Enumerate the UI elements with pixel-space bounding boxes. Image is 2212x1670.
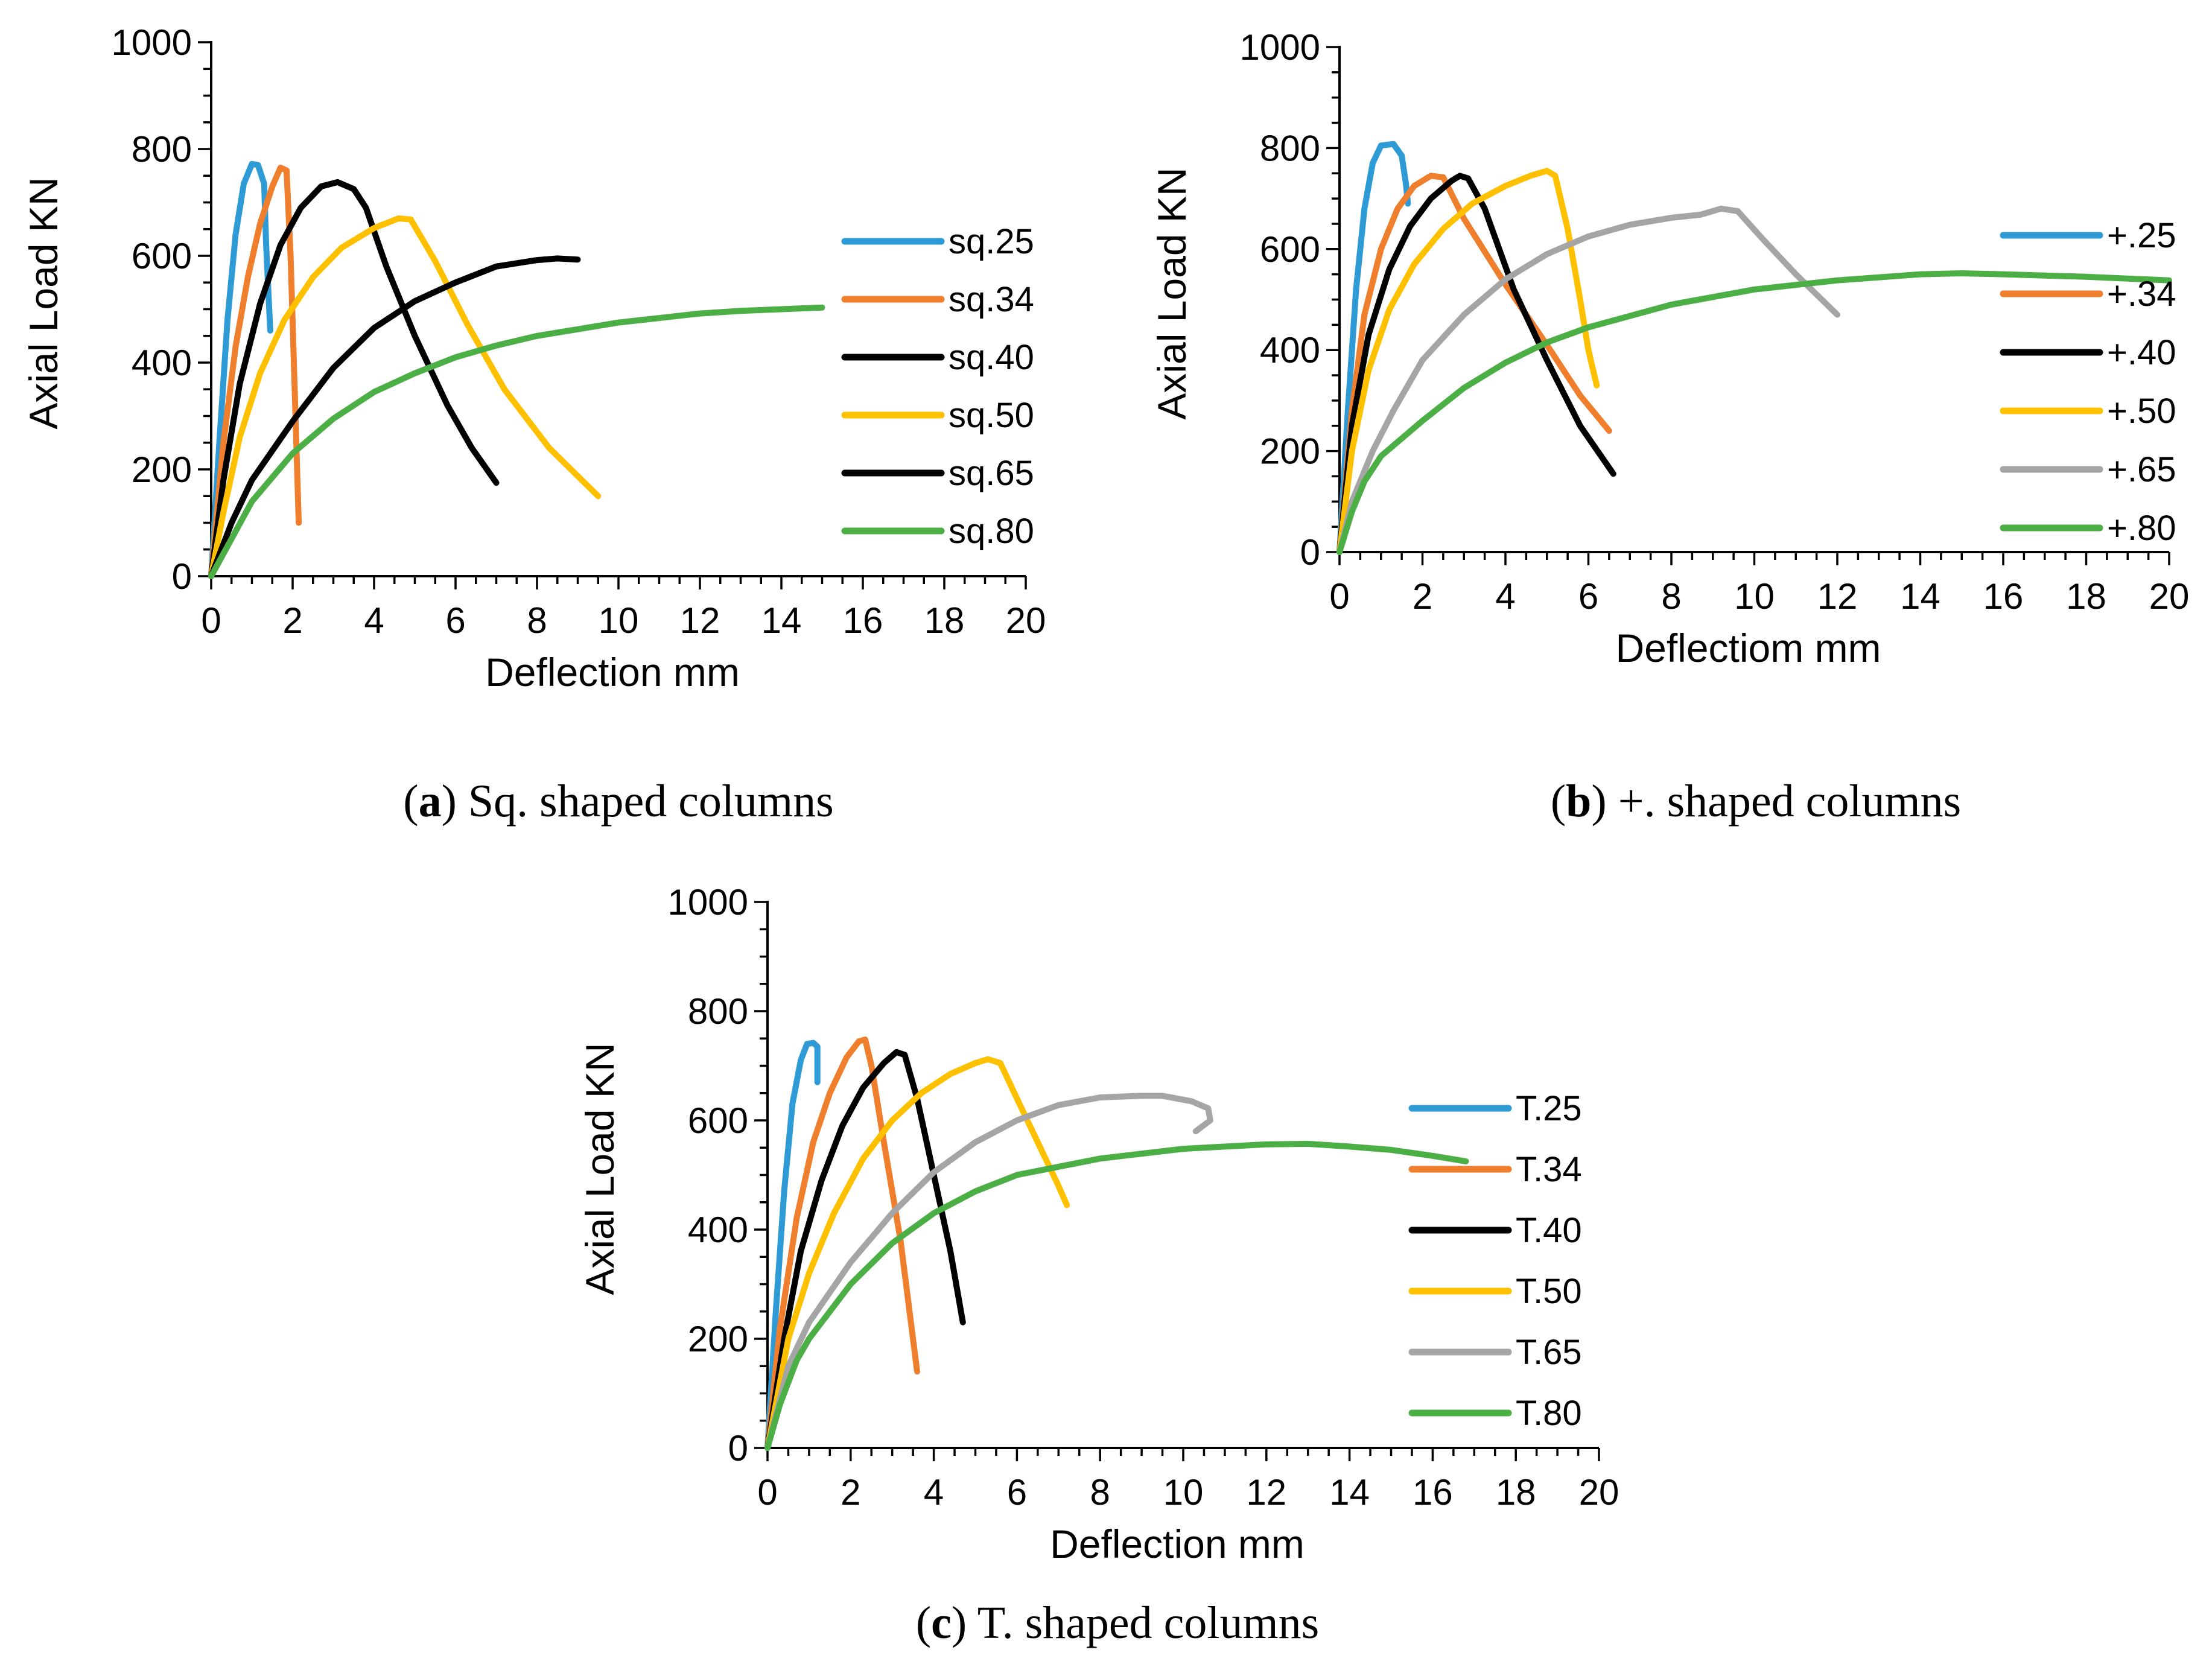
y-tick-label: 400 [1260,330,1320,370]
legend-label: sq.50 [949,396,1034,435]
y-tick-label: 0 [1300,532,1320,573]
x-tick-label: 8 [1090,1472,1110,1513]
x-tick-label: 20 [2149,576,2190,617]
series-line-sq.34 [208,165,302,579]
y-tick-label: 800 [1260,128,1320,168]
figure-caption: (c) T. shaped columns [916,1598,1319,1648]
x-tick-label: 6 [1578,576,1598,617]
legend-label: +.65 [2107,450,2176,489]
x-tick-label: 6 [445,600,465,641]
y-tick-label: 0 [172,556,192,597]
x-tick-label: 20 [1006,600,1046,641]
series-line-+.40 [1336,173,1616,555]
x-tick-label: 6 [1007,1472,1027,1513]
legend-label: T.40 [1516,1211,1582,1250]
series-line-sq.80 [208,304,825,579]
x-axis-title: Deflection mm [1050,1522,1305,1566]
legend-label: T.80 [1516,1394,1582,1433]
legend-label: +.50 [2107,392,2176,431]
y-tick-label: 800 [132,129,192,170]
series-line-T.25 [764,1040,821,1451]
legend-label: T.50 [1516,1272,1582,1311]
series-line-+.80 [1336,270,2172,555]
x-axis-title: Deflectiom mm [1615,626,1881,670]
x-tick-label: 2 [841,1472,860,1513]
x-tick-label: 2 [282,600,302,641]
y-tick-label: 200 [1260,431,1320,472]
series-line-+.25 [1336,141,1411,555]
legend-label: +.80 [2107,509,2176,548]
series-line-+.65 [1336,205,1840,555]
x-tick-label: 16 [843,600,883,641]
x-tick-label: 18 [924,600,965,641]
series-line-T.65 [764,1093,1213,1451]
x-tick-label: 16 [1413,1472,1453,1513]
y-tick-label: 600 [132,236,192,276]
y-tick-label: 400 [688,1210,748,1250]
series-line-sq.50 [208,215,602,579]
y-axis-title: Axial Load KN [21,177,66,429]
legend-label: T.25 [1516,1089,1582,1128]
y-tick-label: 600 [1260,229,1320,270]
y-tick-label: 200 [132,449,192,490]
legend-label: +.40 [2107,333,2176,372]
x-tick-label: 10 [1734,576,1775,617]
series-line-T.34 [764,1037,920,1451]
y-tick-label: 800 [688,991,748,1032]
x-tick-label: 8 [527,600,547,641]
chart-c: 0 200 400 600 800 1000 0 2 4 6 8 10 12 14 16 18 20 Deflec… [577,882,1619,1648]
legend-label: +.34 [2107,275,2176,314]
x-tick-label: 0 [1329,576,1349,617]
x-tick-label: 10 [1163,1472,1204,1513]
chart-b: 0 200 400 600 800 1000 0 2 4 6 8 10 12 14 16 18 20 Deflec… [1149,27,2189,827]
x-tick-label: 14 [1329,1472,1370,1513]
y-tick-label: 0 [728,1428,748,1468]
x-tick-label: 12 [1246,1472,1286,1513]
x-tick-label: 2 [1413,576,1432,617]
series-line-T.80 [764,1140,1469,1451]
legend-label: T.34 [1516,1150,1582,1189]
legend-label: T.65 [1516,1333,1582,1372]
series-line-+.50 [1336,168,1600,555]
x-tick-label: 0 [201,600,221,641]
legend-label: sq.25 [949,222,1034,261]
chart-a: 0 200 400 600 800 1000 0 2 4 6 8 10 12 14 16 18 20 Deflec… [21,22,1046,827]
y-tick-label: 600 [688,1100,748,1141]
x-tick-label: 12 [1817,576,1858,617]
x-tick-label: 4 [924,1472,944,1513]
legend-label: +.25 [2107,216,2176,255]
x-tick-label: 14 [1900,576,1940,617]
y-tick-label: 1000 [1240,27,1320,68]
x-tick-label: 8 [1661,576,1681,617]
legend-label: sq.65 [949,454,1034,493]
y-tick-label: 1000 [668,882,748,922]
y-axis-title: Axial Load KN [1149,167,1194,419]
x-tick-label: 18 [1496,1472,1536,1513]
x-tick-label: 4 [1495,576,1515,617]
legend-label: sq.34 [949,280,1034,319]
x-tick-label: 14 [761,600,802,641]
figure-caption: (b) +. shaped columns [1551,776,1961,827]
y-tick-label: 400 [132,343,192,383]
y-tick-label: 200 [688,1319,748,1359]
x-tick-label: 18 [2066,576,2106,617]
x-tick-label: 0 [757,1472,777,1513]
y-tick-label: 1000 [112,22,192,63]
x-axis-title: Deflection mm [485,650,740,694]
x-tick-label: 20 [1579,1472,1619,1513]
legend-label: sq.80 [949,512,1034,551]
y-axis-title: Axial Load KN [577,1043,622,1295]
series-line-sq.40 [208,179,500,579]
x-tick-label: 12 [680,600,720,641]
series-line-sq.65 [208,255,581,579]
figure-caption: (a) Sq. shaped columns [403,776,833,827]
series-line-T.50 [764,1056,1070,1451]
x-tick-label: 16 [1983,576,2024,617]
legend-label: sq.40 [949,338,1034,377]
x-tick-label: 10 [599,600,639,641]
series-line-T.40 [764,1049,966,1451]
x-tick-label: 4 [364,600,384,641]
